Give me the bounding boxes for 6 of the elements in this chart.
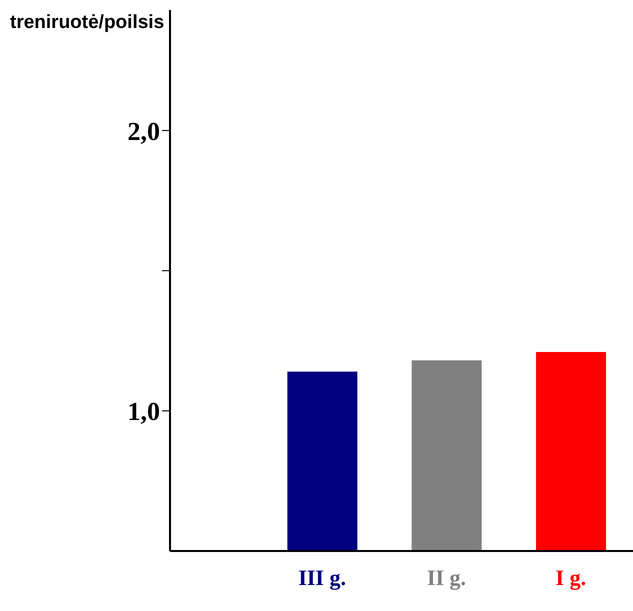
y-axis-title: treniruotė/poilsis xyxy=(10,11,164,35)
y-tick-label: 1,0 xyxy=(128,397,160,426)
x-tick-label: I g. xyxy=(556,565,586,590)
y-tick-label: 2,0 xyxy=(128,116,160,146)
x-tick-label: III g. xyxy=(298,565,346,590)
x-tick-label: II g. xyxy=(426,565,466,590)
